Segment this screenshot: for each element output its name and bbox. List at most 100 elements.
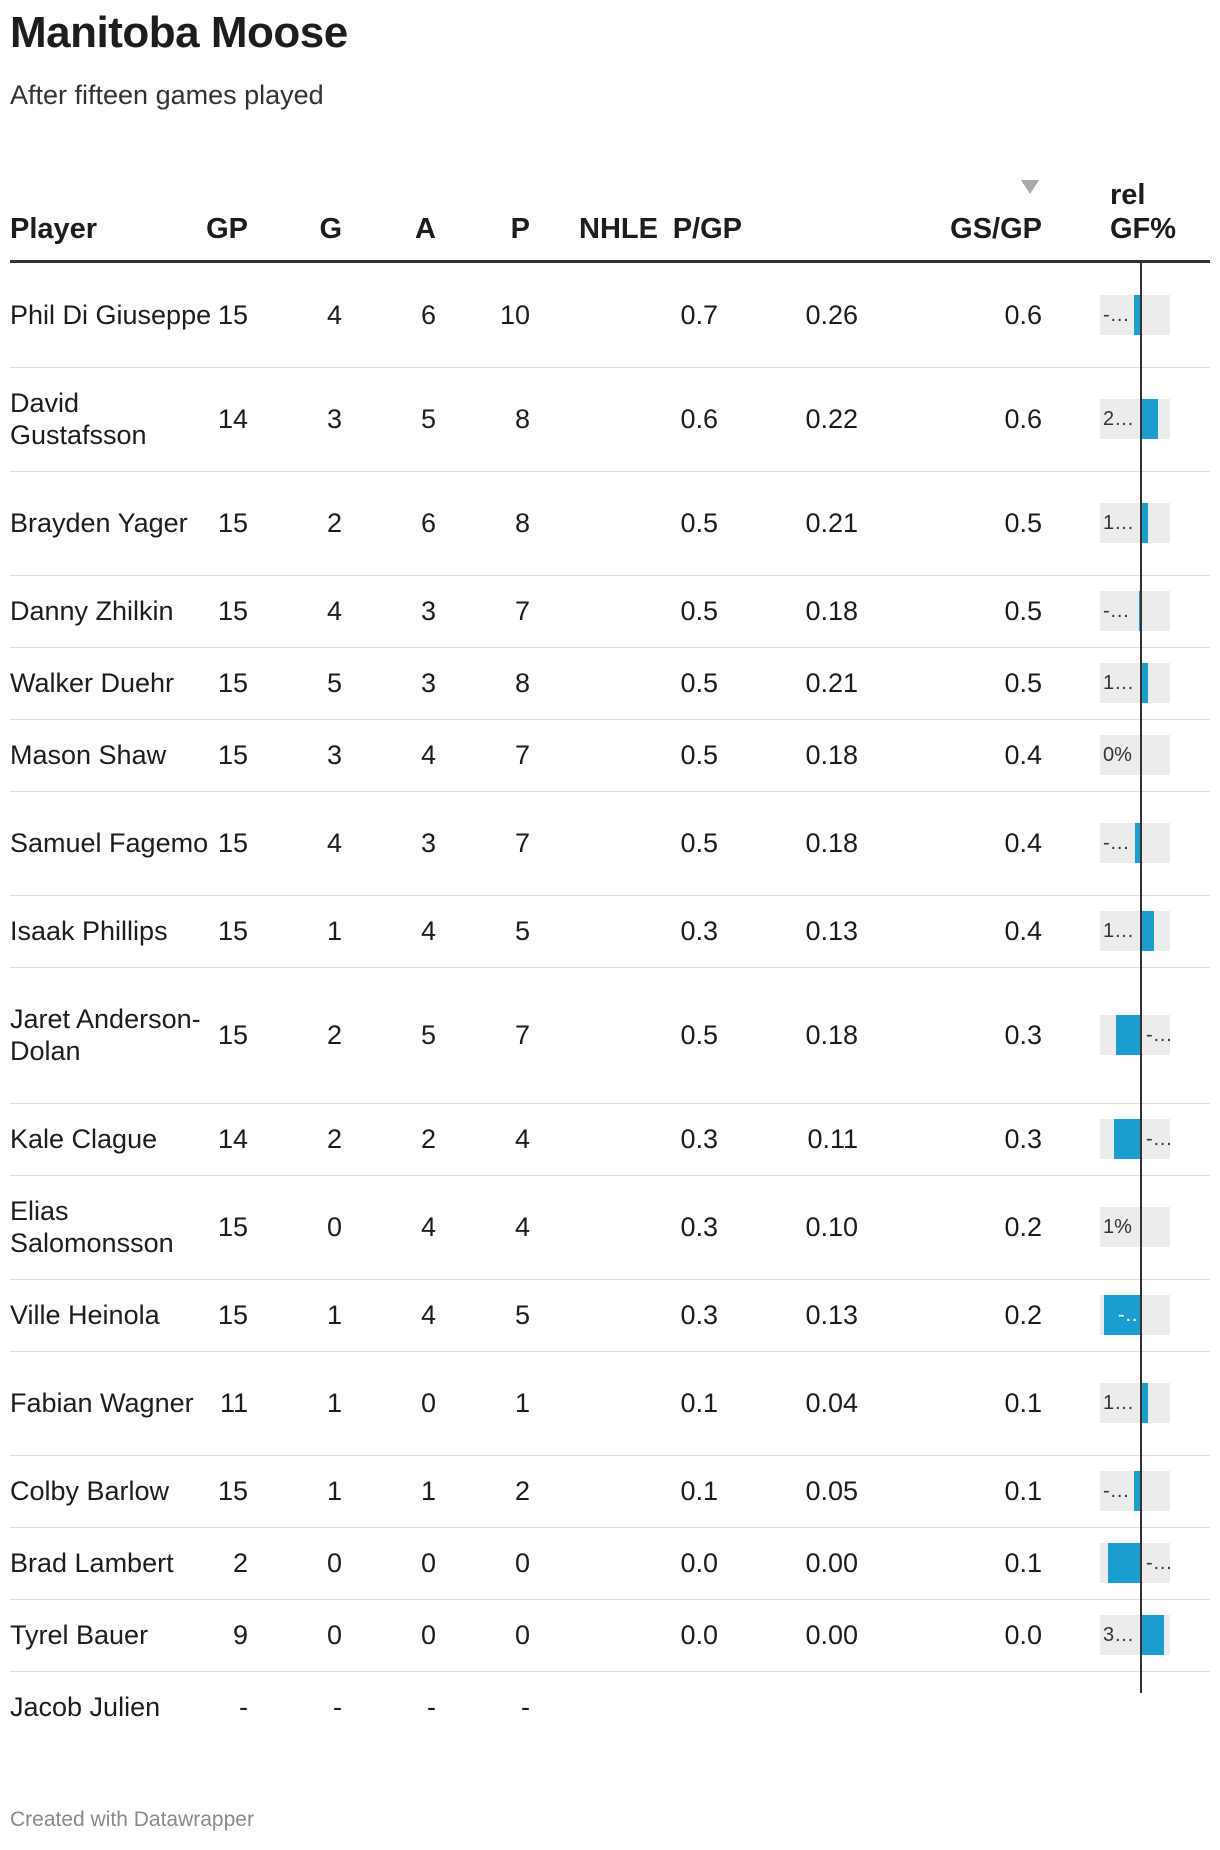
player-name-cell: Danny Zhilkin — [10, 596, 174, 626]
relgf-bar-track: 0% — [1100, 735, 1170, 775]
player-name-cell: Elias Salomonsson — [10, 1196, 174, 1258]
header-g[interactable]: G — [319, 213, 342, 245]
ppg-cell: 0.7 — [680, 299, 718, 330]
ppg-cell: 0.3 — [680, 1211, 718, 1242]
relgf-bar-track: 1% — [1100, 1207, 1170, 1247]
points-cell: 7 — [514, 739, 530, 770]
player-name-cell: Colby Barlow — [10, 1476, 170, 1506]
ppg-cell: 0.5 — [680, 667, 718, 698]
assists-cell: 6 — [420, 299, 436, 330]
relgf-value-label: 1… — [1103, 1392, 1133, 1414]
nhle-cell: 0.11 — [807, 1123, 858, 1154]
table-row: Elias Salomonsson 15 0 4 4 0.3 0.10 0.2 1% — [10, 1175, 1210, 1280]
relgf-value-label: -… — [1103, 304, 1130, 326]
header-nhle[interactable]: NHLE — [579, 213, 658, 245]
points-cell: - — [521, 1691, 530, 1722]
header-gp[interactable]: GP — [206, 213, 248, 245]
goals-cell: 4 — [326, 299, 342, 330]
relgf-bar — [1116, 1015, 1140, 1055]
table-row: Brad Lambert 2 0 0 0 0.0 0.00 0.1 -… — [10, 1527, 1210, 1600]
relgf-bar — [1138, 591, 1140, 631]
assists-cell: 4 — [420, 1211, 436, 1242]
goals-cell: - — [333, 1691, 342, 1722]
header-a[interactable]: A — [415, 213, 436, 245]
relgf-bar-track: 2… — [1100, 399, 1170, 439]
header-relgf[interactable]: rel GF% — [1110, 178, 1176, 246]
relgf-value-label: -… — [1146, 1552, 1173, 1574]
relgf-value-label: -… — [1103, 1480, 1130, 1502]
table-row: Samuel Fagemo 15 4 3 7 0.5 0.18 0.4 -… — [10, 791, 1210, 896]
nhle-cell: 0.04 — [805, 1387, 858, 1418]
assists-cell: 4 — [420, 739, 436, 770]
nhle-cell: 0.21 — [805, 667, 858, 698]
gsgp-cell: 0.2 — [1004, 1211, 1042, 1242]
player-name-cell: Mason Shaw — [10, 740, 167, 770]
relgf-bar — [1104, 1295, 1140, 1335]
points-cell: 0 — [514, 1619, 530, 1650]
ppg-cell: 0.3 — [680, 915, 718, 946]
goals-cell: 3 — [326, 739, 342, 770]
nhle-cell: 0.21 — [805, 507, 858, 538]
gsgp-cell: 0.5 — [1004, 595, 1042, 626]
assists-cell: 0 — [420, 1387, 436, 1418]
player-name-cell: Brad Lambert — [10, 1548, 174, 1578]
nhle-cell: 0.18 — [805, 1019, 858, 1050]
points-cell: 8 — [514, 667, 530, 698]
relgf-value-label: 3… — [1103, 1624, 1133, 1646]
points-cell: 2 — [514, 1475, 530, 1506]
points-cell: 7 — [514, 595, 530, 626]
goals-cell: 2 — [326, 1123, 342, 1154]
relgf-bar — [1140, 1383, 1148, 1423]
relgf-bar-track: -… — [1100, 1295, 1170, 1335]
table-row: Brayden Yager 15 2 6 8 0.5 0.21 0.5 1… — [10, 471, 1210, 576]
relgf-bar-track: -… — [1100, 1119, 1173, 1159]
assists-cell: 2 — [420, 1123, 436, 1154]
table-row: Ville Heinola 15 1 4 5 0.3 0.13 0.2 -… — [10, 1279, 1210, 1352]
relgf-bar-track: 1… — [1100, 911, 1170, 951]
player-name-cell: Fabian Wagner — [10, 1388, 194, 1418]
sort-descending-icon[interactable] — [1021, 180, 1039, 194]
gp-cell: 15 — [217, 1211, 248, 1242]
points-cell: 4 — [514, 1211, 530, 1242]
header-relgf-line1: rel — [1110, 179, 1146, 211]
gp-cell: 15 — [217, 827, 248, 858]
ppg-cell: 0.5 — [680, 507, 718, 538]
header-gsgp[interactable]: GS/GP — [950, 213, 1042, 245]
points-cell: 10 — [499, 299, 530, 330]
gsgp-cell: 0.5 — [1004, 507, 1042, 538]
relgf-bar-track: 1… — [1100, 503, 1170, 543]
nhle-cell: 0.10 — [805, 1211, 858, 1242]
goals-cell: 4 — [326, 595, 342, 626]
player-name-cell: David Gustafsson — [10, 388, 147, 450]
player-name-cell: Kale Clague — [10, 1124, 158, 1154]
table-row: Jacob Julien - - - - — [10, 1671, 1210, 1743]
chart-title: Manitoba Moose — [10, 8, 348, 57]
goals-cell: 1 — [326, 1475, 342, 1506]
relgf-bar-track: -… — [1100, 1015, 1173, 1055]
player-name-cell: Brayden Yager — [10, 508, 188, 538]
assists-cell: 3 — [420, 827, 436, 858]
relgf-bar-track: 1… — [1100, 1383, 1170, 1423]
assists-cell: 0 — [420, 1619, 436, 1650]
gp-cell: 15 — [217, 507, 248, 538]
header-p[interactable]: P — [510, 213, 530, 245]
player-name-cell: Isaak Phillips — [10, 916, 168, 946]
nhle-cell: 0.00 — [805, 1547, 858, 1578]
header-player[interactable]: Player — [10, 213, 98, 245]
credit-footer[interactable]: Created with Datawrapper — [10, 1808, 254, 1831]
points-cell: 5 — [514, 915, 530, 946]
nhle-cell: 0.05 — [805, 1475, 858, 1506]
ppg-cell: 0.5 — [680, 1019, 718, 1050]
gsgp-cell: 0.1 — [1004, 1387, 1042, 1418]
goals-cell: 5 — [326, 667, 342, 698]
points-cell: 4 — [514, 1123, 530, 1154]
header-ppg[interactable]: P/GP — [672, 213, 742, 245]
table-row: Phil Di Giuseppe 15 4 6 10 0.7 0.26 0.6 -… — [10, 263, 1210, 368]
relgf-value-label: 0% — [1103, 744, 1132, 766]
relgf-value-label: 1… — [1103, 672, 1133, 694]
chart-subtitle: After fifteen games played — [10, 80, 324, 110]
relgf-value-label: -… — [1103, 832, 1130, 854]
player-name-cell: Jacob Julien — [10, 1692, 161, 1722]
gp-cell: 2 — [232, 1547, 248, 1578]
assists-cell: - — [427, 1691, 436, 1722]
